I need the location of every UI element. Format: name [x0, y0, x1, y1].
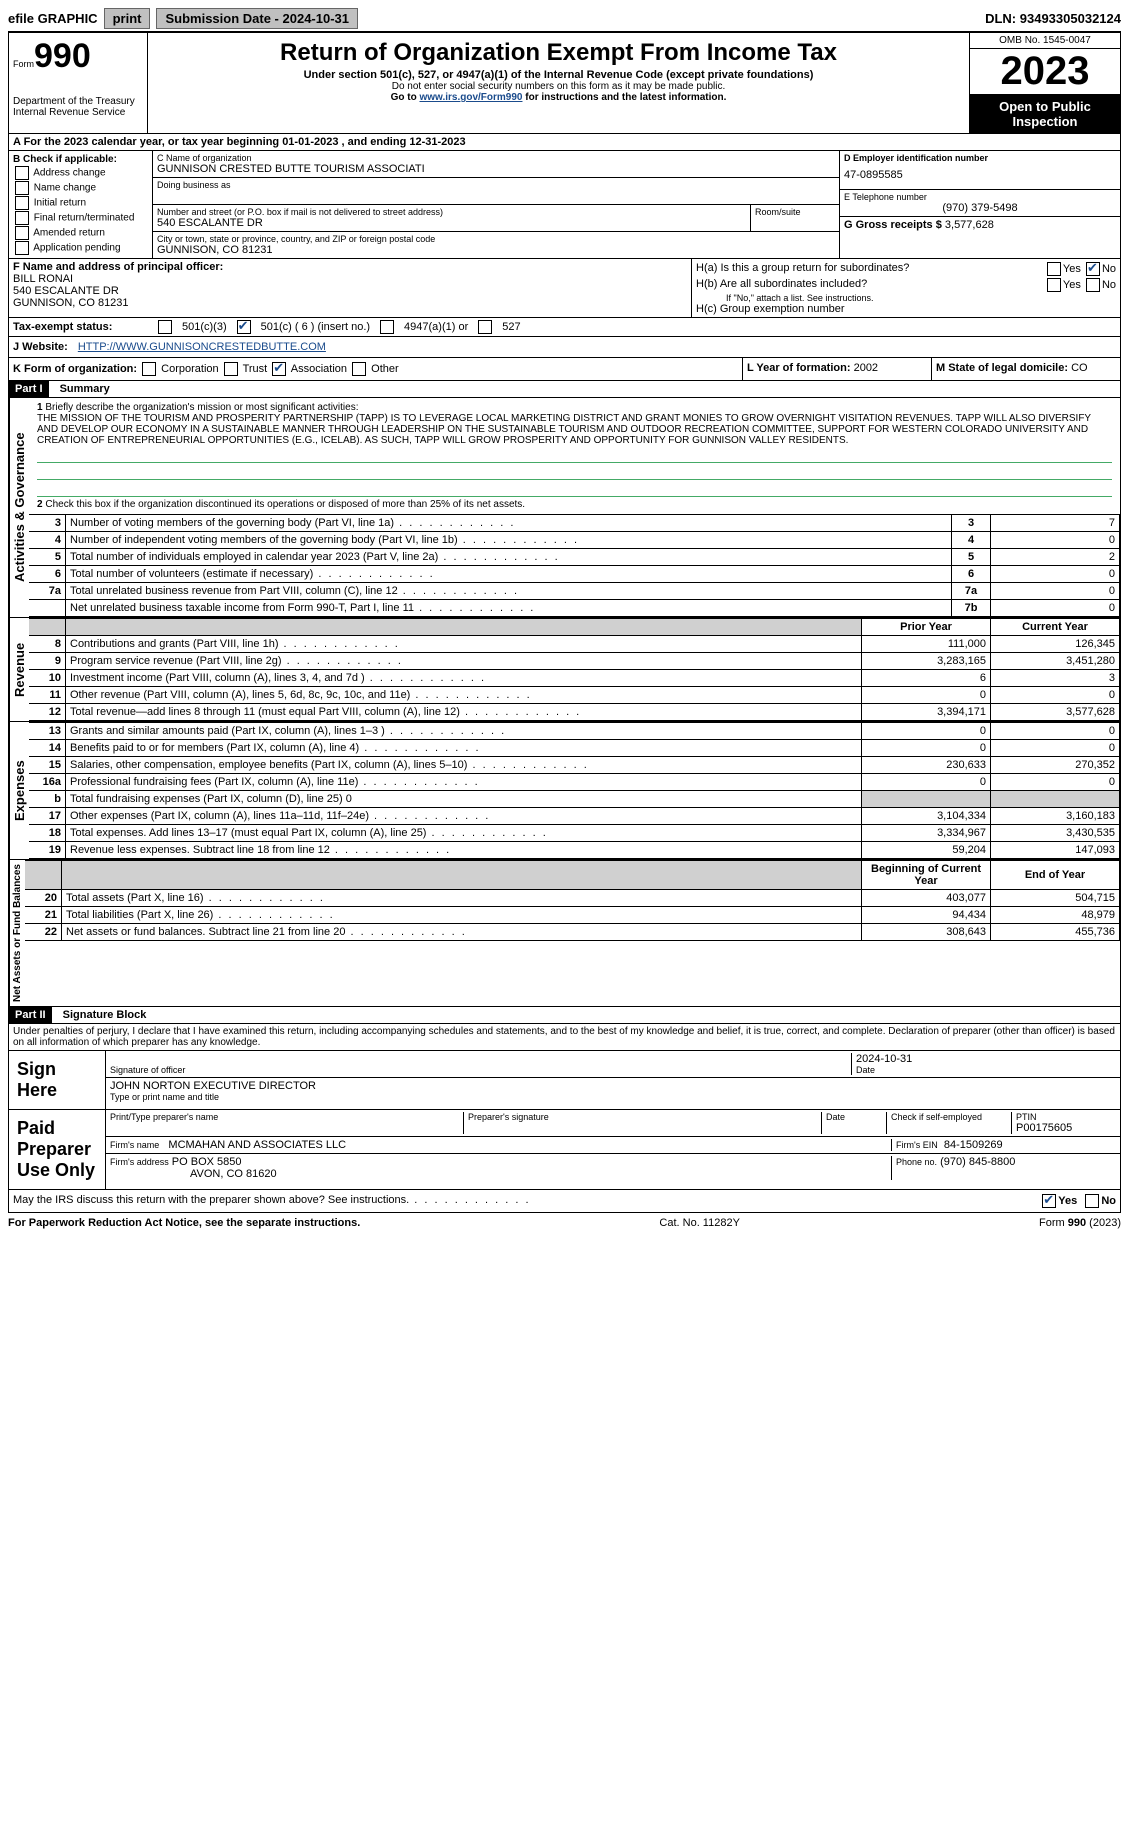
- ha-yes[interactable]: [1047, 262, 1061, 276]
- form-number: 990: [34, 37, 91, 75]
- part2-title: Signature Block: [55, 1009, 147, 1021]
- officer-name: JOHN NORTON EXECUTIVE DIRECTOR: [110, 1080, 1116, 1092]
- ssn-note: Do not enter social security numbers on …: [152, 81, 965, 92]
- org-name: GUNNISON CRESTED BUTTE TOURISM ASSOCIATI: [157, 163, 835, 175]
- initial-return-check[interactable]: [15, 196, 29, 210]
- gross-receipts: 3,577,628: [945, 219, 994, 231]
- 501c-check[interactable]: [237, 320, 251, 334]
- underline: [37, 482, 1112, 497]
- org-city: GUNNISON, CO 81231: [157, 244, 835, 256]
- form-header: Form990 Department of the Treasury Inter…: [8, 33, 1121, 134]
- submission-button[interactable]: Submission Date - 2024-10-31: [156, 8, 358, 29]
- omb-number: OMB No. 1545-0047: [970, 33, 1120, 49]
- box-h: H(a) Is this a group return for subordin…: [692, 259, 1120, 317]
- penalty-text: Under penalties of perjury, I declare th…: [8, 1024, 1121, 1051]
- expenses-section: Expenses 13Grants and similar amounts pa…: [8, 722, 1121, 860]
- mission-text: THE MISSION OF THE TOURISM AND PROSPERIT…: [37, 413, 1091, 446]
- governance-table: 3Number of voting members of the governi…: [29, 514, 1120, 617]
- underline: [37, 465, 1112, 480]
- tax-year: 2023: [970, 49, 1120, 95]
- top-bar: efile GRAPHIC print Submission Date - 20…: [8, 8, 1121, 33]
- irs-label: Internal Revenue Service: [13, 107, 143, 118]
- assoc-check[interactable]: [272, 362, 286, 376]
- netassets-table: Beginning of Current YearEnd of Year 20T…: [25, 860, 1120, 941]
- box-de: D Employer identification number 47-0895…: [839, 151, 1120, 258]
- revenue-section: Revenue Prior YearCurrent Year 8Contribu…: [8, 618, 1121, 722]
- part1-title: Summary: [52, 383, 110, 395]
- officer-group-row: F Name and address of principal officer:…: [8, 259, 1121, 318]
- 501c3-check[interactable]: [158, 320, 172, 334]
- vert-revenue: Revenue: [9, 618, 29, 721]
- tax-status-row: Tax-exempt status: 501(c)(3) 501(c) ( 6 …: [8, 318, 1121, 337]
- irs-link[interactable]: www.irs.gov/Form990: [419, 92, 522, 103]
- part1-header: Part I: [9, 381, 49, 397]
- goto-note: Go to www.irs.gov/Form990 for instructio…: [152, 92, 965, 103]
- box-c: C Name of organization GUNNISON CRESTED …: [153, 151, 839, 258]
- header-right: OMB No. 1545-0047 2023 Open to Public In…: [969, 33, 1120, 133]
- discuss-no[interactable]: [1085, 1194, 1099, 1208]
- open-public-badge: Open to Public Inspection: [970, 95, 1120, 133]
- ein-value: 47-0895585: [844, 163, 1116, 187]
- box-b: B Check if applicable: Address change Na…: [9, 151, 153, 258]
- vert-activities: Activities & Governance: [9, 398, 29, 617]
- entity-info: B Check if applicable: Address change Na…: [8, 151, 1121, 259]
- org-street: 540 ESCALANTE DR: [157, 217, 746, 229]
- header-subtitle: Under section 501(c), 527, or 4947(a)(1)…: [152, 69, 965, 81]
- hb-yes[interactable]: [1047, 278, 1061, 292]
- 4947-check[interactable]: [380, 320, 394, 334]
- discuss-row: May the IRS discuss this return with the…: [8, 1190, 1121, 1213]
- mission-section: 1 Briefly describe the organization's mi…: [29, 398, 1120, 514]
- vert-netassets: Net Assets or Fund Balances: [9, 860, 25, 1006]
- final-return-check[interactable]: [15, 211, 29, 225]
- box-f: F Name and address of principal officer:…: [9, 259, 692, 317]
- row-a-period: A For the 2023 calendar year, or tax yea…: [8, 134, 1121, 151]
- underline: [37, 448, 1112, 463]
- preparer-block: Paid Preparer Use Only Print/Type prepar…: [8, 1110, 1121, 1190]
- expenses-table: 13Grants and similar amounts paid (Part …: [29, 722, 1120, 859]
- app-pending-check[interactable]: [15, 241, 29, 255]
- trust-check[interactable]: [224, 362, 238, 376]
- website-row: J Website: HTTP://WWW.GUNNISONCRESTEDBUT…: [8, 337, 1121, 358]
- form-title: Return of Organization Exempt From Incom…: [152, 39, 965, 67]
- amended-check[interactable]: [15, 226, 29, 240]
- discuss-yes[interactable]: [1042, 1194, 1056, 1208]
- website-link[interactable]: HTTP://WWW.GUNNISONCRESTEDBUTTE.COM: [78, 341, 326, 353]
- form-id-box: Form990 Department of the Treasury Inter…: [9, 33, 148, 133]
- name-change-check[interactable]: [15, 181, 29, 195]
- ha-no[interactable]: [1086, 262, 1100, 276]
- addr-change-check[interactable]: [15, 166, 29, 180]
- sign-here-label: Sign Here: [9, 1051, 106, 1109]
- part1-body: Activities & Governance 1 Briefly descri…: [8, 398, 1121, 618]
- signature-block: Sign Here Signature of officer 2024-10-3…: [8, 1051, 1121, 1110]
- corp-check[interactable]: [142, 362, 156, 376]
- other-check[interactable]: [352, 362, 366, 376]
- paid-preparer-label: Paid Preparer Use Only: [9, 1110, 106, 1189]
- 527-check[interactable]: [478, 320, 492, 334]
- revenue-table: Prior YearCurrent Year 8Contributions an…: [29, 618, 1120, 721]
- footer: For Paperwork Reduction Act Notice, see …: [8, 1213, 1121, 1229]
- header-center: Return of Organization Exempt From Incom…: [148, 33, 969, 133]
- row-k: K Form of organization: Corporation Trus…: [8, 358, 1121, 381]
- print-button[interactable]: print: [104, 8, 151, 29]
- vert-expenses: Expenses: [9, 722, 29, 859]
- phone-value: (970) 379-5498: [844, 202, 1116, 214]
- dln: DLN: 93493305032124: [985, 11, 1121, 26]
- hb-no[interactable]: [1086, 278, 1100, 292]
- dept-label: Department of the Treasury: [13, 96, 143, 107]
- part2-header: Part II: [9, 1007, 52, 1023]
- efile-label: efile GRAPHIC: [8, 11, 98, 26]
- netassets-section: Net Assets or Fund Balances Beginning of…: [8, 860, 1121, 1007]
- firm-name: MCMAHAN AND ASSOCIATES LLC: [168, 1139, 346, 1151]
